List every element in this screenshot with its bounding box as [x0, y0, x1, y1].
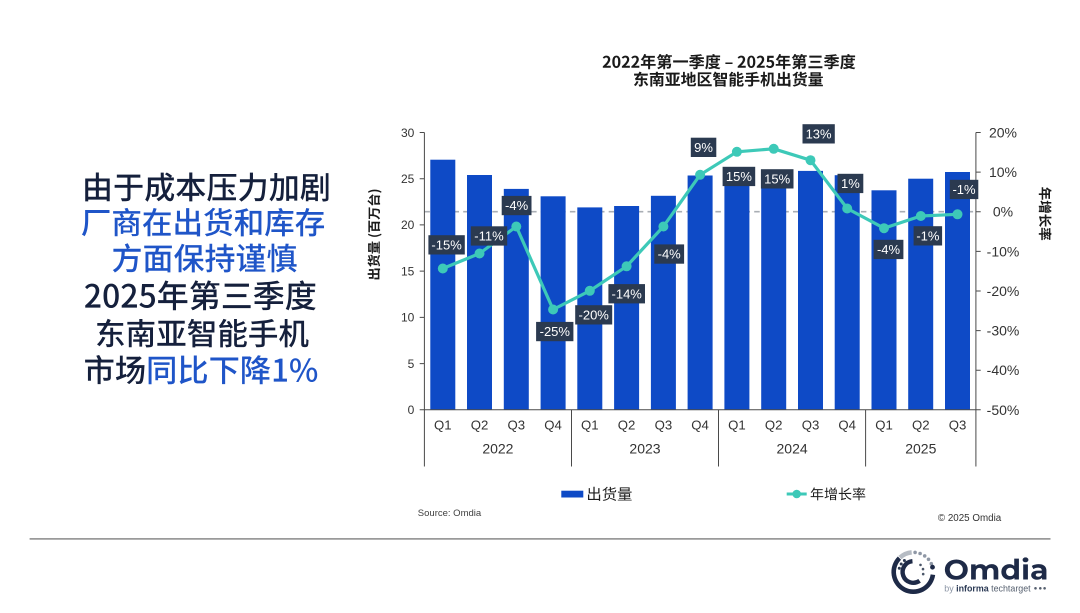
svg-text:Q4: Q4 [838, 417, 856, 432]
svg-text:Q2: Q2 [912, 417, 930, 432]
svg-text:-1%: -1% [916, 228, 940, 243]
svg-text:-11%: -11% [474, 229, 504, 244]
svg-text:-4%: -4% [877, 242, 901, 257]
svg-text:10: 10 [401, 311, 415, 325]
svg-text:Q1: Q1 [728, 417, 746, 432]
svg-text:Q1: Q1 [875, 417, 893, 432]
svg-text:2022: 2022 [482, 441, 513, 457]
svg-text:Q2: Q2 [765, 417, 783, 432]
svg-text:2024: 2024 [777, 441, 808, 457]
svg-text:-20%: -20% [987, 283, 1020, 299]
svg-text:0%: 0% [993, 204, 1013, 220]
svg-text:-14%: -14% [612, 286, 643, 301]
svg-text:0: 0 [408, 403, 415, 417]
svg-text:25: 25 [401, 172, 415, 186]
svg-text:Q3: Q3 [508, 417, 526, 432]
svg-text:-25%: -25% [540, 324, 571, 339]
svg-text:13%: 13% [806, 127, 832, 142]
svg-text:-40%: -40% [987, 362, 1020, 378]
svg-text:-15%: -15% [431, 237, 462, 252]
svg-text:Q1: Q1 [581, 417, 599, 432]
svg-text:Q3: Q3 [802, 417, 820, 432]
svg-text:15: 15 [401, 264, 415, 278]
svg-text:Q2: Q2 [618, 417, 636, 432]
svg-text:by informa techtarget: by informa techtarget [944, 583, 1031, 593]
svg-text:-50%: -50% [987, 402, 1020, 418]
svg-text:Source: Omdia: Source: Omdia [418, 508, 482, 519]
svg-text:2025: 2025 [905, 441, 936, 457]
svg-text:-30%: -30% [987, 323, 1020, 339]
svg-text:© 2025 Omdia: © 2025 Omdia [938, 513, 1002, 524]
svg-text:Q4: Q4 [691, 417, 709, 432]
svg-text:1%: 1% [841, 176, 860, 191]
svg-text:Q4: Q4 [544, 417, 562, 432]
svg-text:-4%: -4% [658, 247, 682, 262]
svg-text:-1%: -1% [952, 182, 976, 197]
svg-text:10%: 10% [989, 164, 1017, 180]
svg-text:30: 30 [401, 126, 415, 140]
svg-text:-20%: -20% [579, 307, 610, 322]
svg-text:9%: 9% [694, 140, 713, 155]
svg-text:2023: 2023 [629, 441, 660, 457]
svg-text:15%: 15% [726, 169, 752, 184]
svg-text:5: 5 [408, 357, 415, 371]
svg-text:-10%: -10% [987, 243, 1020, 259]
svg-text:20: 20 [401, 218, 415, 232]
svg-text:Q3: Q3 [949, 417, 967, 432]
svg-text:15%: 15% [764, 172, 790, 187]
svg-text:-4%: -4% [505, 198, 529, 213]
svg-text:Q1: Q1 [434, 417, 452, 432]
svg-text:Q3: Q3 [655, 417, 673, 432]
svg-text:Q2: Q2 [471, 417, 489, 432]
svg-text:20%: 20% [989, 125, 1017, 141]
